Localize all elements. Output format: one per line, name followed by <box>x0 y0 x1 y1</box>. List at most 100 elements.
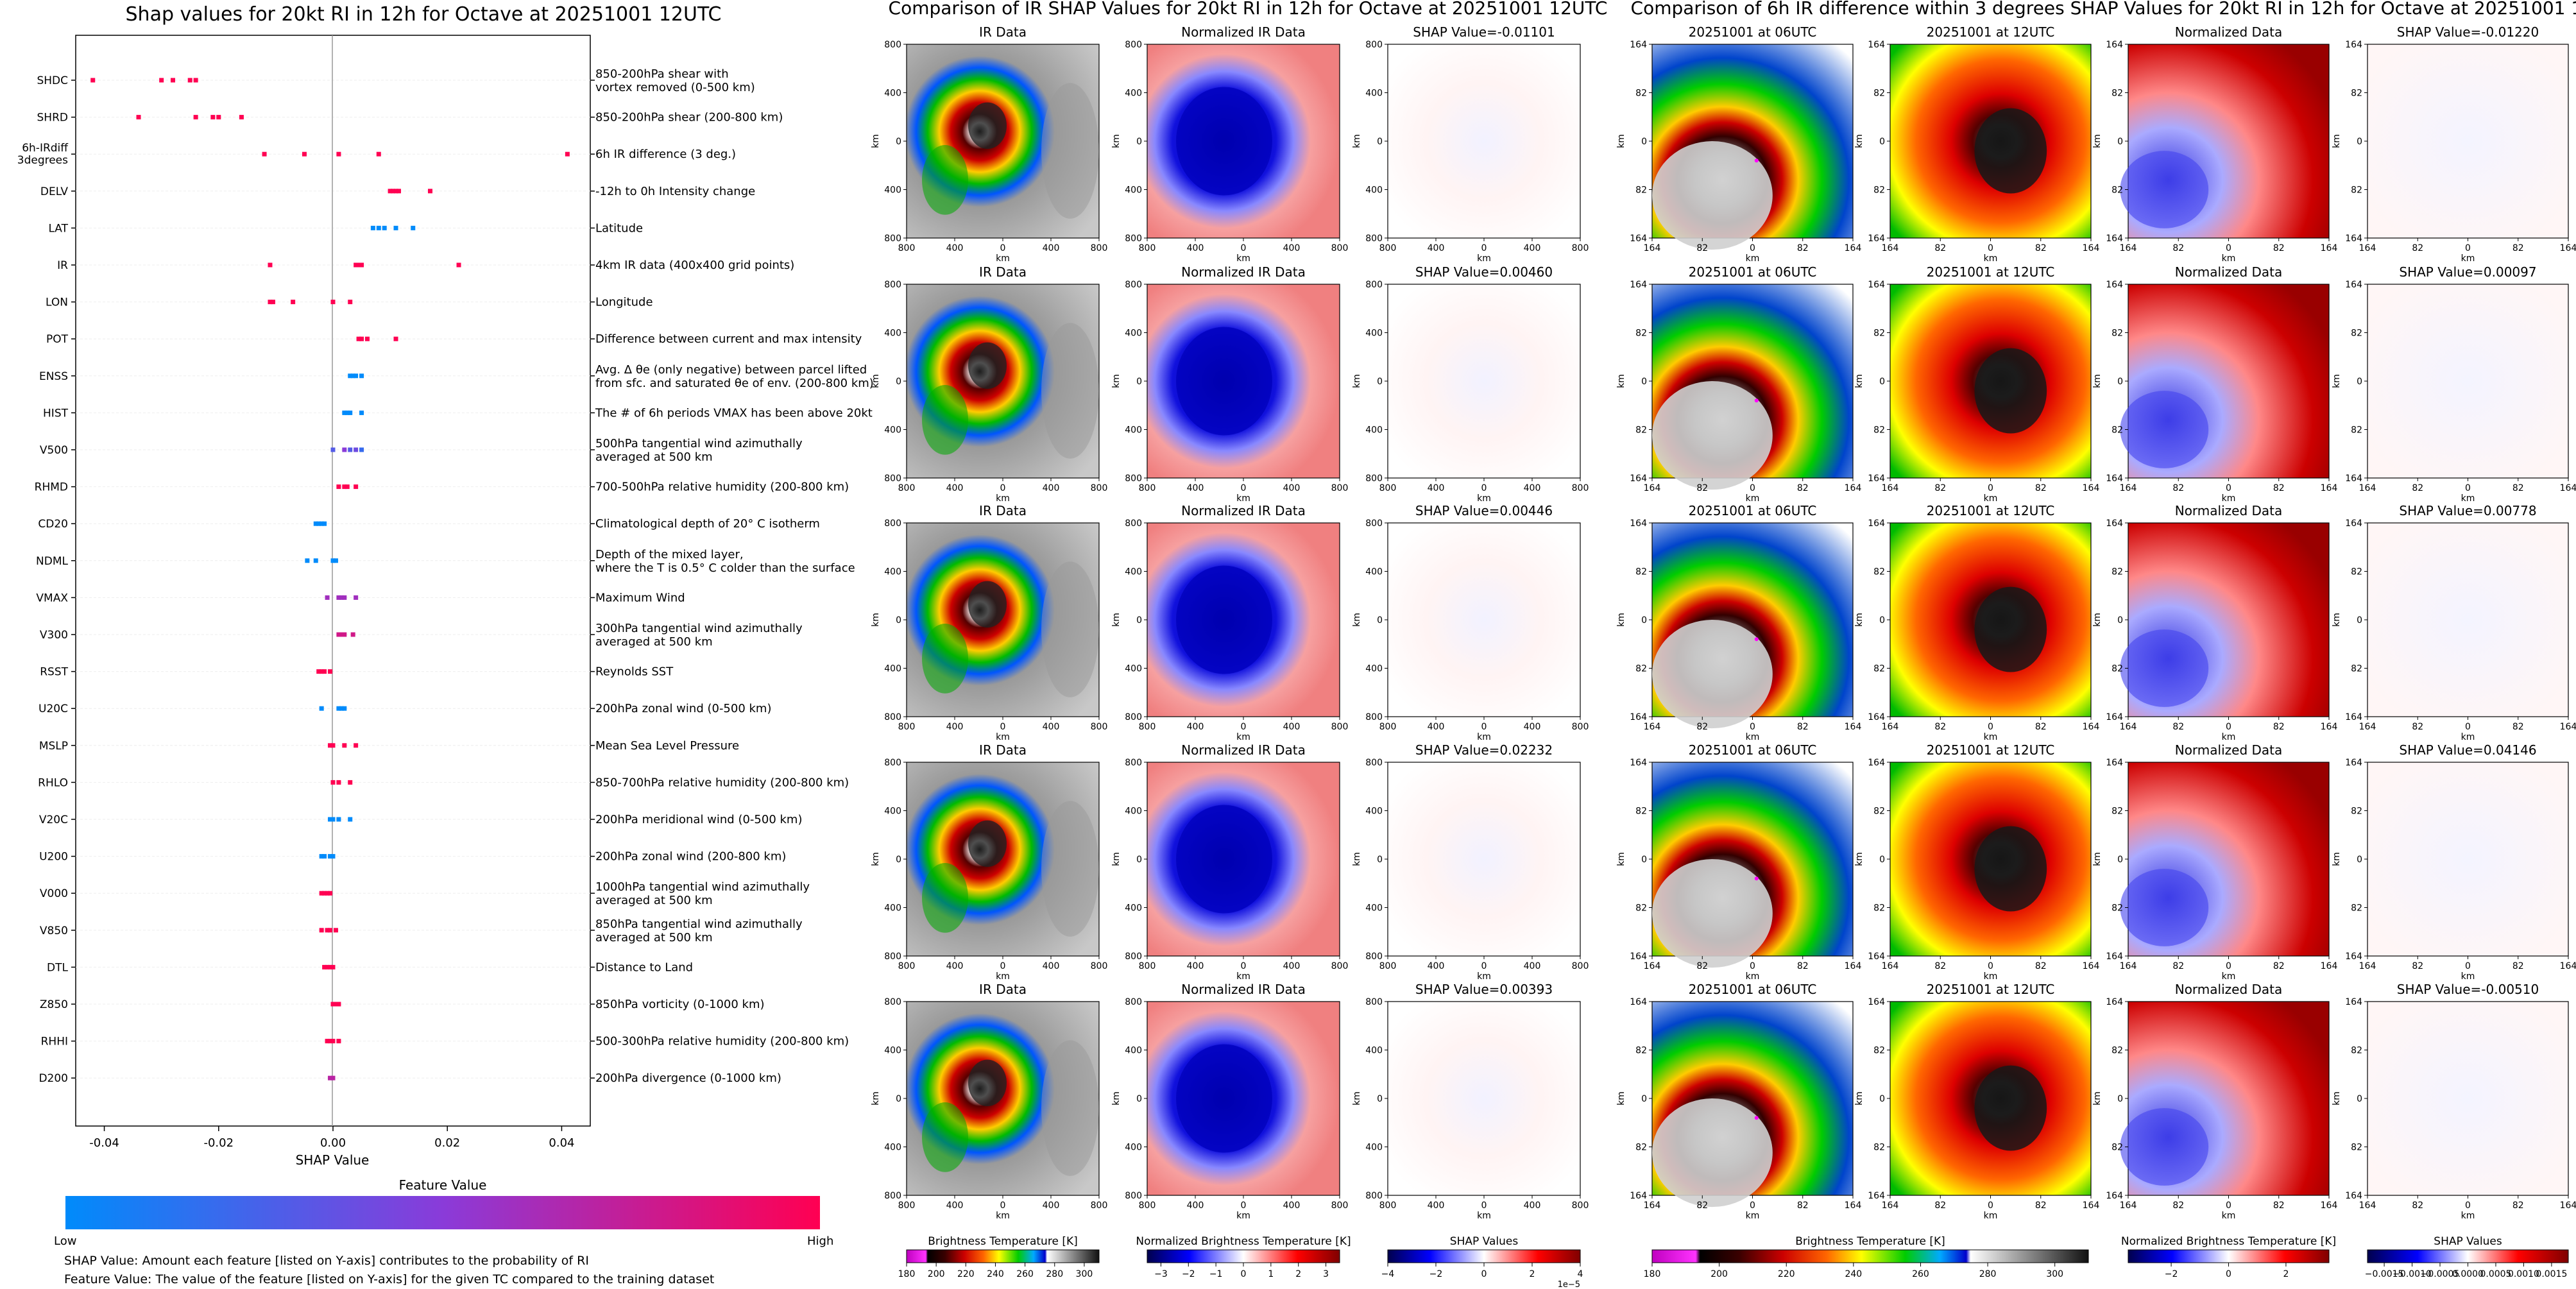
colorbar-tick-label: 180 <box>1644 1269 1661 1279</box>
ylabel: km <box>1352 374 1362 388</box>
feature-description: 200hPa meridional wind (0-500 km) <box>595 813 802 826</box>
xlabel: km <box>996 1211 1010 1221</box>
xlabel: km <box>1236 253 1250 264</box>
eye-region <box>1652 620 1773 729</box>
ytick-label: 164 <box>1868 234 1885 244</box>
colorbar-tick-label: 300 <box>2046 1269 2063 1279</box>
shap-point <box>328 1039 333 1044</box>
ytick-label: 164 <box>1630 234 1647 244</box>
xtick-label: 400 <box>1043 961 1060 971</box>
xtick-label: 400 <box>946 961 964 971</box>
ytick-label: 800 <box>1125 758 1142 768</box>
ytick-label: 0 <box>1377 615 1383 626</box>
xtick-label: 164 <box>2083 1200 2100 1211</box>
xtick-label: 0 <box>2226 483 2231 493</box>
ytick-label: 82 <box>1873 1143 1885 1153</box>
ylabel: km <box>871 1091 881 1105</box>
ytick-label: 800 <box>1125 280 1142 290</box>
xtick-label: 164 <box>1644 961 1661 971</box>
cold-cloud-region <box>1176 805 1272 914</box>
feature-colorbar <box>65 1196 820 1229</box>
ytick-label: 800 <box>884 758 901 768</box>
colorbar-label: Normalized Brightness Temperature [K] <box>2121 1235 2336 1248</box>
xtick-label: 0 <box>1000 1200 1006 1211</box>
clear-area <box>1041 561 1099 697</box>
xtick-label: 164 <box>1845 1200 1862 1211</box>
feature-description: Distance to Land <box>595 960 693 974</box>
xtick-label: 0 <box>1241 1200 1247 1211</box>
ylabel: km <box>1352 1091 1362 1105</box>
ytick-label: 800 <box>1365 712 1383 722</box>
colorbar-tick-label: 0.0010 <box>2508 1269 2539 1279</box>
xtick-label: 82 <box>1696 243 1708 253</box>
ytick-label: 400 <box>1125 567 1142 577</box>
shap-point <box>239 115 244 120</box>
note-shap-value: SHAP Value: Amount each feature [listed … <box>64 1254 589 1268</box>
shap-point <box>339 595 344 600</box>
xtick-label: 164 <box>1882 722 1899 732</box>
feature-code: IR <box>57 259 68 272</box>
ytick-label: 82 <box>2351 807 2362 817</box>
ytick-label: 400 <box>884 89 901 99</box>
ylabel: km <box>871 852 881 866</box>
clear-area <box>1041 323 1099 459</box>
colorbar-strip <box>2128 1249 2330 1263</box>
xtick-label: 800 <box>1331 1200 1349 1211</box>
xtick-label: 800 <box>898 243 916 253</box>
heatmap-image <box>1387 762 1581 957</box>
shap-point <box>316 521 321 526</box>
ytick-label: 800 <box>884 40 901 50</box>
xtick-label: 164 <box>2321 483 2338 493</box>
colorbar-tick-label: 200 <box>928 1269 945 1279</box>
ytick-label: 0 <box>1879 137 1885 147</box>
shap-point <box>193 115 198 120</box>
xtick-label: 800 <box>1331 483 1349 493</box>
xtick-label: 800 <box>1379 961 1397 971</box>
xtick-label: 0 <box>1481 961 1487 971</box>
xtick-label: 82 <box>2273 243 2285 253</box>
xtick-label: 82 <box>1934 483 1946 493</box>
feature-description: 850-200hPa shear with <box>595 67 729 81</box>
panel-r4-c3: 20251001 at 06UTC1641648282008282164164k… <box>1616 982 1861 1221</box>
shap-point <box>345 484 350 490</box>
xtick-label: 82 <box>2512 243 2524 253</box>
shap-point <box>328 743 333 748</box>
ytick-label: 400 <box>1365 1046 1383 1056</box>
xtick-label: 400 <box>1043 722 1060 732</box>
panel-r0-c2: SHAP Value=-0.01101800800400400004004008… <box>1352 24 1589 264</box>
panel-title: 20251001 at 06UTC <box>1689 742 1817 758</box>
panel-r0-c4: 20251001 at 12UTC1641648282008282164164k… <box>1854 24 2099 264</box>
shap-point <box>342 743 347 748</box>
ylabel: km <box>1111 134 1122 148</box>
feature-description-line2: from sfc. and saturated θe of env. (200-… <box>595 377 874 390</box>
ylabel: km <box>1352 852 1362 866</box>
colorbar-tick-label: −2 <box>1429 1269 1443 1279</box>
panel-title: Normalized Data <box>2175 503 2283 518</box>
xlabel: km <box>2461 732 2475 742</box>
shap-point <box>330 743 336 748</box>
xlabel: km <box>1236 1211 1250 1221</box>
xtick-label: 82 <box>1696 961 1708 971</box>
ytick-label: 0 <box>2357 377 2362 387</box>
feature-description-line2: vortex removed (0-500 km) <box>595 81 755 94</box>
ytick-label: 0 <box>896 377 901 387</box>
xlabel: km <box>1984 732 1998 742</box>
ytick-label: 164 <box>2106 40 2123 50</box>
colorbar-tick-label: −2 <box>1182 1269 1195 1279</box>
ytick-label: 82 <box>1635 807 1647 817</box>
ytick-label: 800 <box>884 952 901 962</box>
shap-point <box>345 410 350 415</box>
shap-point <box>319 854 324 859</box>
feature-code: ENSS <box>39 370 68 383</box>
ytick-label: 800 <box>1365 518 1383 529</box>
panel-title: Normalized Data <box>2175 982 2283 997</box>
panel-title: Normalized IR Data <box>1181 982 1306 997</box>
xtick-label: 0 <box>1241 483 1247 493</box>
ytick-label: 0 <box>1879 1094 1885 1104</box>
panel-title: Normalized IR Data <box>1181 742 1306 758</box>
ytick-label: 164 <box>1630 997 1647 1007</box>
shap-point <box>336 1039 341 1044</box>
xtick-label: -0.04 <box>89 1136 119 1150</box>
feature-description: Reynolds SST <box>595 665 674 679</box>
